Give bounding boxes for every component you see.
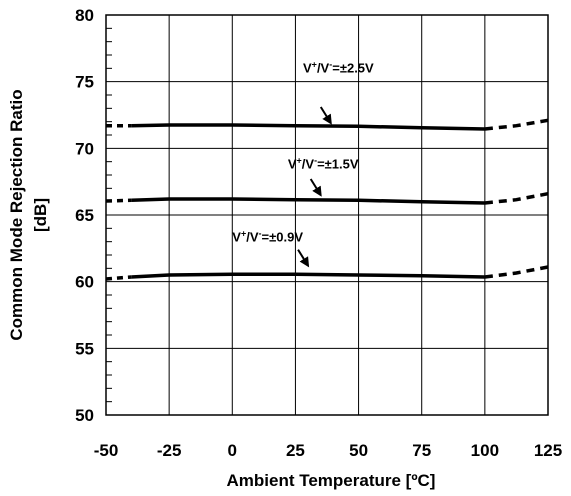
x-tick-label: 25 bbox=[286, 441, 305, 460]
series-label-part: =±2.5V bbox=[332, 60, 374, 75]
series-label: V+/V-=±2.5V bbox=[303, 59, 374, 75]
annotation-layer: V+/V-=±2.5VV+/V-=±1.5VV+/V-=±0.9V bbox=[232, 59, 374, 268]
series-label-part: + bbox=[241, 229, 246, 239]
series-arrow bbox=[309, 178, 322, 197]
y-tick-label: 65 bbox=[75, 206, 94, 225]
series-0-dashed-right bbox=[484, 118, 549, 131]
tick-label-layer: -50 -25 0 25 50 75 100 125 50 55 60 65 70 75 80 bbox=[75, 6, 562, 460]
series-label-part: - bbox=[259, 229, 262, 239]
x-tick-label: 100 bbox=[471, 441, 499, 460]
y-axis-label-line2: [dB] bbox=[31, 198, 50, 232]
series-label-part: =±0.9V bbox=[262, 230, 304, 245]
series-label: V+/V-=±1.5V bbox=[288, 155, 359, 171]
series-2-dashed-left bbox=[105, 275, 132, 281]
x-tick-label: 0 bbox=[228, 441, 237, 460]
series-2-dashed-right bbox=[484, 265, 549, 279]
x-tick-label: -50 bbox=[94, 441, 119, 460]
series-layer bbox=[105, 118, 549, 281]
plot-grid bbox=[105, 14, 549, 416]
x-axis-label: Ambient Temperature [ºC] bbox=[227, 471, 436, 490]
y-tick-label: 80 bbox=[75, 6, 94, 25]
series-label: V+/V-=±0.9V bbox=[232, 229, 303, 245]
series-label-part: - bbox=[314, 155, 317, 165]
x-tick-label: 75 bbox=[412, 441, 431, 460]
x-tick-label: -25 bbox=[157, 441, 182, 460]
series-label-part: /V bbox=[302, 156, 315, 171]
x-tick-label: 125 bbox=[534, 441, 562, 460]
series-label-part: V bbox=[232, 230, 241, 245]
series-label-part: =±1.5V bbox=[317, 156, 359, 171]
series-label-part: + bbox=[297, 155, 302, 165]
series-label-part: - bbox=[329, 59, 332, 69]
plot-frame bbox=[105, 14, 549, 416]
series-label-part: + bbox=[312, 59, 317, 69]
series-label-part: V bbox=[303, 60, 312, 75]
series-0-solid bbox=[131, 123, 485, 131]
series-arrow bbox=[297, 249, 310, 268]
y-tick-label: 70 bbox=[75, 139, 94, 158]
y-axis-label-line1: Common Mode Rejection Ratio bbox=[7, 89, 26, 340]
y-tick-label: 60 bbox=[75, 273, 94, 292]
series-arrow bbox=[319, 106, 332, 125]
y-tick-label: 55 bbox=[75, 339, 94, 358]
series-1-dashed-left bbox=[105, 198, 132, 203]
y-tick-label: 75 bbox=[75, 73, 94, 92]
series-1-solid bbox=[131, 197, 485, 205]
series-label-part: /V bbox=[246, 230, 259, 245]
x-tick-label: 50 bbox=[349, 441, 368, 460]
series-label-part: /V bbox=[317, 60, 330, 75]
series-1-dashed-right bbox=[484, 191, 549, 205]
series-label-part: V bbox=[288, 156, 297, 171]
series-2-solid bbox=[131, 272, 485, 279]
y-tick-label: 50 bbox=[75, 406, 94, 425]
